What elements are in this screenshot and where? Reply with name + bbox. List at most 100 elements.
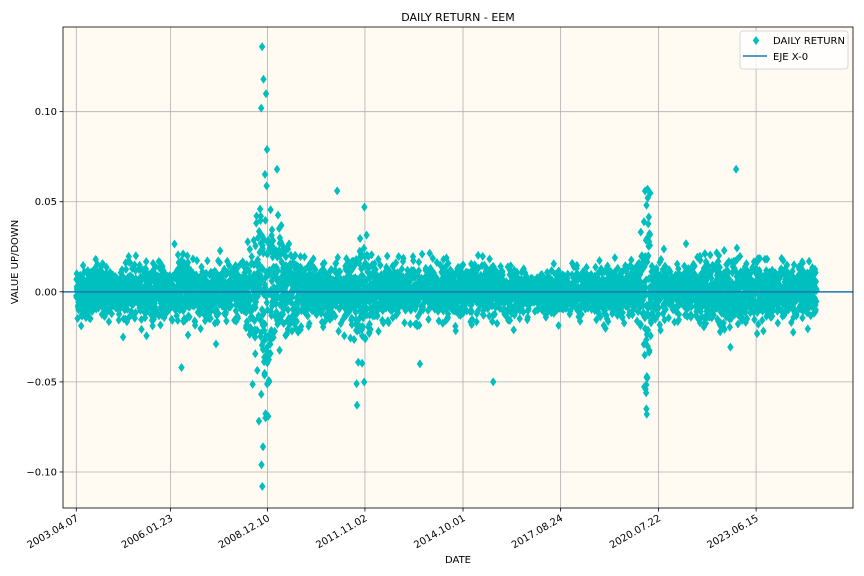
data-point (105, 317, 113, 327)
data-point (254, 365, 261, 375)
data-point (106, 305, 113, 315)
data-point (216, 258, 223, 268)
data-point (278, 220, 285, 230)
data-point (249, 379, 256, 389)
data-point (253, 211, 260, 221)
data-point (132, 308, 139, 318)
data-point (407, 319, 414, 329)
data-point (183, 261, 191, 271)
data-point (377, 260, 384, 270)
data-point (81, 308, 88, 318)
data-point (398, 264, 406, 274)
data-point (119, 332, 127, 342)
data-point (341, 331, 348, 341)
data-point (348, 313, 355, 323)
data-point (172, 294, 180, 304)
data-point (267, 349, 274, 358)
data-point (400, 253, 407, 263)
data-point (83, 280, 90, 290)
data-point (97, 265, 104, 275)
data-point (199, 267, 206, 277)
data-point (79, 261, 87, 270)
data-point (374, 311, 381, 321)
data-point (95, 303, 102, 313)
data-point (99, 259, 106, 269)
data-point (243, 317, 251, 327)
data-point (426, 248, 433, 258)
data-point (248, 252, 255, 262)
data-point (375, 326, 382, 336)
data-point (292, 250, 299, 260)
data-point (251, 332, 259, 342)
data-point (227, 301, 235, 311)
data-point (285, 239, 293, 249)
data-point (356, 234, 364, 243)
data-point (97, 288, 104, 298)
data-point (261, 368, 268, 378)
data-point (186, 312, 193, 322)
data-point (151, 302, 159, 312)
data-point (130, 281, 138, 291)
data-point (157, 320, 164, 330)
scatter-points (73, 42, 820, 491)
data-point (359, 322, 366, 331)
data-point (350, 335, 358, 344)
data-point (141, 313, 149, 323)
data-point (310, 254, 317, 264)
data-point (152, 262, 159, 272)
data-point (193, 256, 201, 265)
data-point (169, 315, 176, 325)
data-point (401, 318, 408, 328)
data-point (73, 269, 80, 279)
data-point (216, 246, 224, 256)
data-point (293, 316, 300, 326)
data-point (384, 251, 391, 261)
data-point (89, 306, 96, 316)
data-point (143, 257, 150, 267)
data-point (144, 277, 151, 287)
data-point (415, 266, 422, 276)
data-point (368, 250, 375, 260)
data-point (234, 313, 242, 323)
data-point (92, 276, 100, 286)
data-point (207, 313, 214, 323)
data-point (334, 253, 341, 262)
data-point (174, 250, 182, 260)
data-point (74, 314, 81, 323)
data-point (367, 324, 374, 334)
data-point (131, 313, 138, 323)
data-point (243, 260, 250, 269)
data-point (267, 205, 274, 215)
data-point (223, 316, 230, 326)
data-point (201, 274, 209, 284)
data-point (415, 257, 423, 267)
data-point (178, 261, 185, 271)
data-point (282, 252, 290, 262)
data-point (172, 305, 179, 315)
data-point (138, 324, 145, 334)
data-point (92, 254, 99, 264)
data-point (268, 225, 276, 235)
data-point (385, 318, 392, 328)
data-point (204, 256, 211, 266)
data-point (266, 377, 273, 387)
data-point (222, 308, 229, 317)
data-point (174, 265, 181, 275)
data-point (212, 339, 220, 349)
data-point (360, 243, 368, 253)
data-point (257, 211, 264, 221)
data-point (244, 237, 251, 247)
data-point (171, 239, 178, 249)
data-point (115, 315, 122, 325)
data-point (147, 270, 155, 280)
data-point (103, 262, 110, 272)
data-point (261, 319, 269, 329)
data-point (429, 253, 436, 263)
data-point (252, 349, 259, 359)
data-point (184, 330, 192, 340)
data-point (159, 262, 166, 271)
data-point (262, 215, 269, 225)
data-point (392, 258, 400, 268)
data-point (266, 266, 274, 276)
